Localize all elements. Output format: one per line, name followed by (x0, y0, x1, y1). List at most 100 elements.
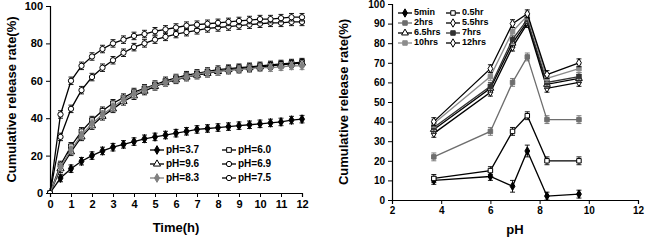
legend-symbol (226, 175, 231, 180)
marker (488, 65, 493, 73)
legend-label: pH=9.6 (166, 158, 200, 169)
tick-mark (113, 193, 114, 197)
error-bar (205, 125, 210, 132)
error-bar (163, 131, 168, 138)
marker (525, 55, 529, 59)
error-bar (142, 40, 147, 47)
error-bar (163, 26, 168, 33)
legend-label: pH=8.3 (166, 172, 200, 183)
marker (152, 37, 157, 42)
legend-item: pH=3.7 (150, 144, 200, 155)
tick: 60 (31, 75, 50, 87)
error-bar (289, 62, 294, 69)
legend-symbol (153, 160, 160, 166)
marker (173, 31, 178, 36)
error-bar (69, 165, 74, 172)
tick-mark (71, 193, 72, 197)
marker (205, 124, 210, 133)
marker (268, 63, 273, 72)
error-bar (90, 53, 95, 60)
error-bar (121, 96, 126, 103)
marker (215, 67, 220, 76)
error-bar (289, 116, 294, 123)
chart: 0123456789101112020406080100Time(h)Cumul… (4, 0, 308, 235)
tick-mark (302, 193, 303, 197)
error-bar (279, 14, 284, 21)
error-bar (268, 15, 273, 22)
tick-label: 8 (537, 205, 543, 216)
marker (89, 74, 94, 79)
marker (257, 119, 262, 128)
error-bar (279, 63, 284, 70)
marker (278, 16, 283, 21)
marker (142, 41, 147, 46)
tick: 100 (25, 0, 50, 12)
marker (525, 147, 530, 155)
tick: 2 (89, 193, 95, 210)
series-line (50, 66, 302, 193)
tick: 8 (537, 200, 543, 216)
marker (545, 159, 549, 163)
tick-mark (388, 24, 392, 25)
tick: 70 (374, 58, 392, 69)
legend-item: 6.5hrs (398, 27, 441, 37)
error-bar (174, 129, 179, 136)
tick: 3 (110, 193, 116, 210)
tick-mark (388, 161, 392, 162)
chart: 246810120102030405060708090100pHCumulati… (336, 0, 644, 237)
tick: 10 (254, 193, 266, 210)
error-bar (300, 13, 305, 20)
error-bar (90, 73, 95, 80)
tick-label: 7 (194, 198, 200, 210)
tick-label: 12 (633, 205, 645, 216)
tick: 30 (374, 136, 392, 147)
tick-mark (176, 193, 177, 197)
axis-line (393, 201, 639, 205)
error-bar (226, 67, 231, 74)
marker (47, 190, 52, 193)
legend-label: 7hrs (462, 27, 481, 37)
error-bar (79, 157, 84, 164)
marker (278, 118, 283, 127)
tick: 8 (215, 193, 221, 210)
tick-label: 6 (488, 205, 494, 216)
error-bar (79, 86, 84, 93)
series-line (434, 57, 579, 157)
error-bar (510, 35, 515, 43)
error-bar (525, 10, 530, 18)
marker (79, 63, 84, 68)
legend-item: pH=6.9 (222, 158, 272, 169)
legend: pH=3.7pH=6.0pH=9.6pH=6.9pH=8.3pH=7.5 (150, 144, 272, 183)
tick: 2 (390, 200, 396, 216)
tick: 100 (368, 0, 392, 10)
error-bar (576, 75, 581, 83)
tick: 10 (374, 175, 392, 186)
error-bar (268, 64, 273, 71)
tick-mark (155, 193, 156, 197)
error-bar (132, 43, 137, 50)
tick-label: 2 (89, 198, 95, 210)
error-bar (174, 75, 179, 82)
marker (142, 85, 147, 94)
tick-label: 40 (374, 116, 386, 127)
marker (68, 78, 73, 83)
marker (142, 31, 147, 36)
error-bar (163, 33, 168, 40)
tick-label: 12 (296, 198, 308, 210)
marker (68, 146, 73, 155)
marker (257, 63, 262, 72)
error-bar (184, 22, 189, 29)
tick: 12 (296, 193, 308, 210)
error-bar (576, 157, 581, 165)
tick-label: 6 (173, 198, 179, 210)
marker (525, 10, 530, 18)
error-bar (121, 49, 126, 56)
marker (226, 122, 231, 131)
error-bar (510, 180, 515, 192)
marker (184, 30, 189, 35)
error-bar (195, 21, 200, 28)
error-bar (216, 68, 221, 75)
marker (68, 106, 73, 111)
error-bar (58, 163, 63, 170)
error-bar (488, 167, 493, 175)
